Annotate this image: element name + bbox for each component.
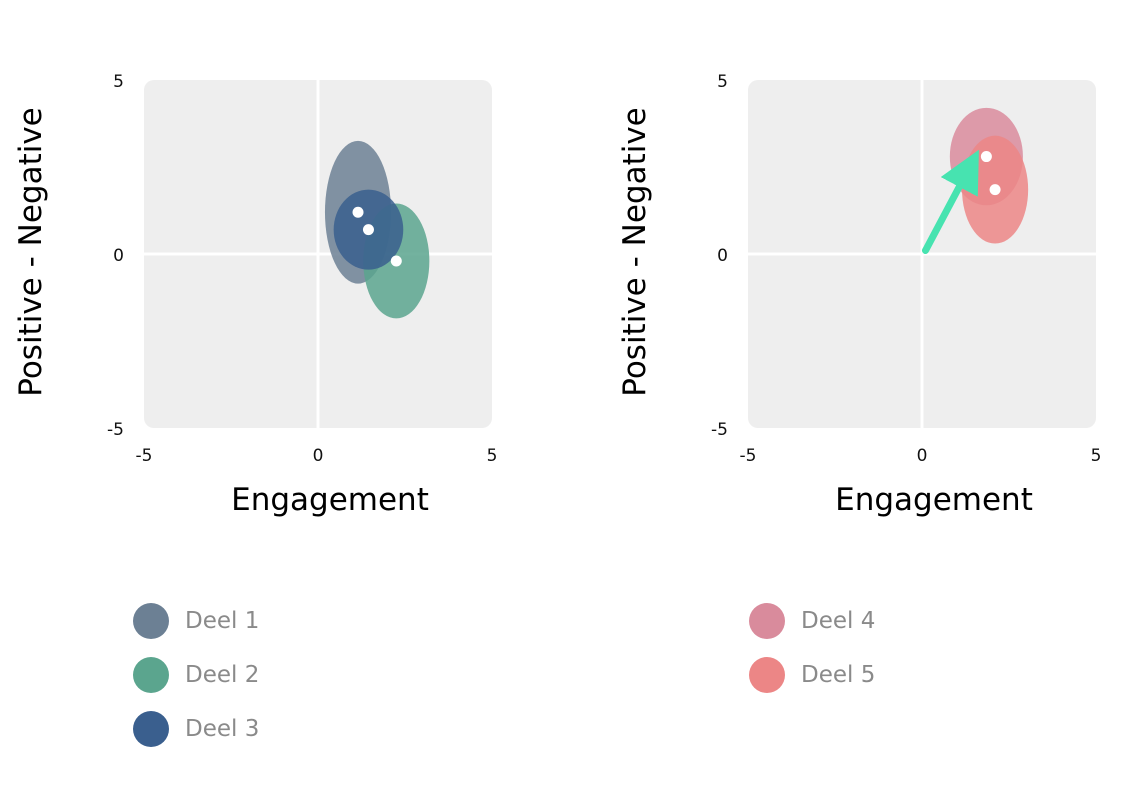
legend-item: Deel 4 (749, 603, 875, 639)
legend-swatch (133, 603, 169, 639)
x-tick-label: -5 (740, 446, 757, 466)
trend-arrow (921, 149, 979, 255)
legend-label: Deel 3 (185, 716, 260, 742)
point-deel-3 (362, 224, 374, 236)
chart-2: 5 0 -5 -5 0 5 Engagement Positive - Negative (617, 72, 1101, 518)
x-axis-label: Engagement (835, 482, 1033, 518)
y-axis-label: Positive - Negative (13, 107, 49, 397)
point-deel-2 (390, 255, 402, 267)
x-tick-label: 0 (917, 446, 928, 466)
legend-left: Deel 1 Deel 2 Deel 3 (133, 603, 259, 747)
x-tick-label: 5 (487, 446, 498, 466)
y-tick-label: -5 (107, 420, 124, 440)
x-tick-label: 5 (1091, 446, 1102, 466)
point-deel-4 (980, 151, 992, 163)
y-tick-label: 0 (717, 246, 728, 266)
point-deel-1 (352, 206, 364, 218)
x-tick-label: -5 (136, 446, 153, 466)
legend-item: Deel 1 (133, 603, 259, 639)
legend-right: Deel 4 Deel 5 (749, 603, 875, 693)
legend-item: Deel 2 (133, 657, 259, 693)
y-tick-label: 5 (113, 72, 124, 92)
legend-label: Deel 1 (185, 608, 260, 634)
legend-swatch (749, 657, 785, 693)
y-tick-label: 0 (113, 246, 124, 266)
legend-label: Deel 4 (801, 608, 876, 634)
x-axis-label: Engagement (231, 482, 429, 518)
legend-swatch (133, 711, 169, 747)
legend-item: Deel 3 (133, 711, 259, 747)
y-tick-label: -5 (711, 420, 728, 440)
legend-swatch (749, 603, 785, 639)
y-axis-label: Positive - Negative (617, 107, 653, 397)
legend-item: Deel 5 (749, 657, 875, 693)
x-tick-label: 0 (313, 446, 324, 466)
legend-label: Deel 2 (185, 662, 260, 688)
y-tick-label: 5 (717, 72, 728, 92)
point-deel-5 (989, 184, 1001, 196)
legend-label: Deel 5 (801, 662, 876, 688)
chart-1: 5 0 -5 -5 0 5 Engagement Positive - Negative (13, 72, 497, 518)
legend-swatch (133, 657, 169, 693)
